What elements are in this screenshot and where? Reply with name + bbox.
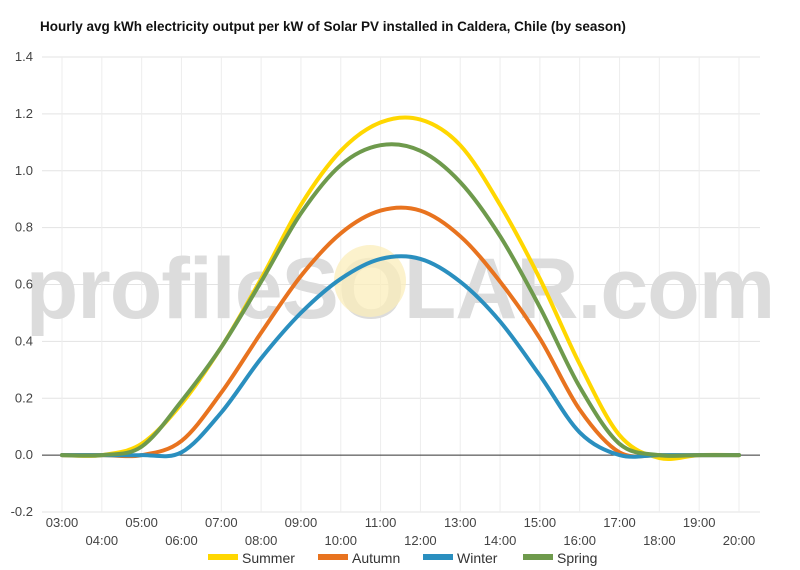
- y-tick-label: -0.2: [11, 504, 33, 519]
- y-tick-label: 1.2: [15, 106, 33, 121]
- legend: Summer Autumn Winter Spring: [208, 550, 597, 566]
- series-line-autumn: [60, 205, 741, 459]
- x-tick-label: 05:00: [125, 515, 158, 530]
- legend-label-spring: Spring: [557, 550, 597, 566]
- chart-title: Hourly avg kWh electricity output per kW…: [40, 19, 626, 34]
- x-tick-label: 14:00: [484, 533, 517, 548]
- x-tick-label: 13:00: [444, 515, 477, 530]
- x-tick-label: 10:00: [324, 533, 357, 548]
- x-tick-label: 15:00: [524, 515, 557, 530]
- x-tick-label: 18:00: [643, 533, 676, 548]
- y-tick-label: 0.0: [15, 447, 33, 462]
- x-tick-label: 17:00: [603, 515, 636, 530]
- legend-swatch-spring: [523, 554, 553, 560]
- x-tick-label: 11:00: [365, 515, 397, 530]
- x-tick-label: 07:00: [205, 515, 238, 530]
- x-tick-label: 08:00: [245, 533, 278, 548]
- x-tick-label: 19:00: [683, 515, 716, 530]
- x-tick-label: 06:00: [165, 533, 198, 548]
- series-line-spring: [60, 142, 741, 458]
- series-line-winter: [60, 254, 741, 459]
- y-tick-label: 1.0: [15, 163, 33, 178]
- legend-swatch-autumn: [318, 554, 348, 560]
- series-lines: [60, 115, 741, 462]
- legend-label-autumn: Autumn: [352, 550, 400, 566]
- legend-label-winter: Winter: [457, 550, 498, 566]
- x-tick-label: 03:00: [46, 515, 79, 530]
- y-tick-label: 0.6: [15, 277, 33, 292]
- y-tick-label: 0.2: [15, 390, 33, 405]
- y-axis-ticks: -0.2 0.0 0.2 0.4 0.6 0.8 1.0 1.2 1.4: [11, 49, 33, 519]
- y-tick-label: 0.4: [15, 333, 33, 348]
- legend-label-summer: Summer: [242, 550, 295, 566]
- y-tick-label: 0.8: [15, 220, 33, 235]
- x-tick-label: 16:00: [563, 533, 596, 548]
- legend-swatch-winter: [423, 554, 453, 560]
- x-tick-label: 09:00: [285, 515, 318, 530]
- x-tick-label: 20:00: [723, 533, 756, 548]
- watermark-sun-icon: [334, 245, 406, 317]
- legend-swatch-summer: [208, 554, 238, 560]
- x-tick-label: 12:00: [404, 533, 437, 548]
- x-tick-label: 04:00: [86, 533, 119, 548]
- x-axis-ticks: 03:00 05:00 07:00 09:00 11:00 13:00 15:00 17:00…: [46, 515, 756, 548]
- y-tick-label: 1.4: [15, 49, 33, 64]
